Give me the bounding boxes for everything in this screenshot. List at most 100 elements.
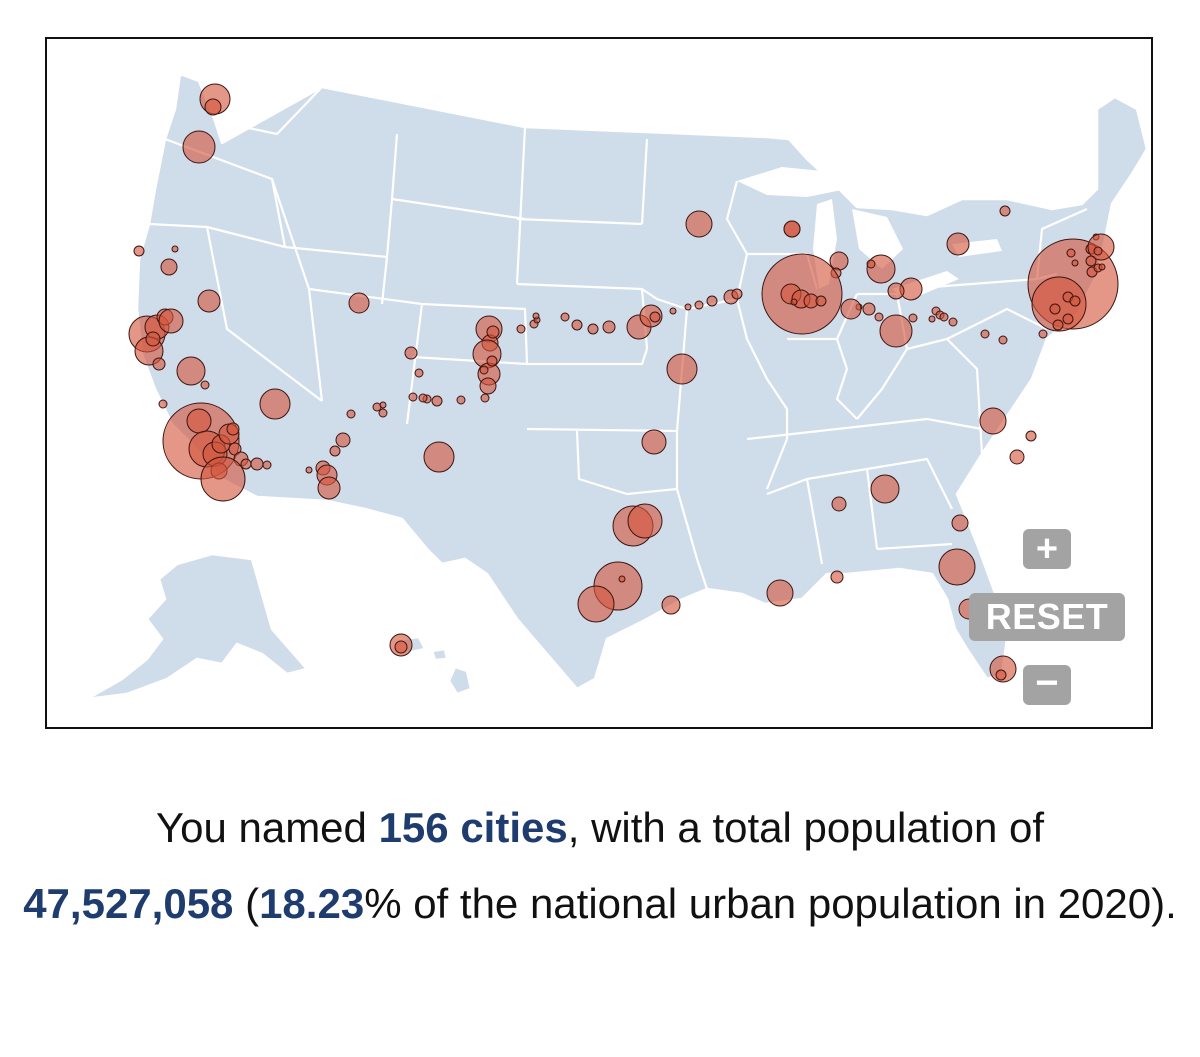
city-marker[interactable] [1009,449,1025,465]
city-marker[interactable] [1085,255,1097,267]
city-marker[interactable] [1025,430,1037,442]
city-marker[interactable] [532,312,540,320]
city-marker[interactable] [197,289,221,313]
city-marker[interactable] [418,393,428,403]
city-marker[interactable] [1049,303,1061,315]
city-marker[interactable] [684,303,692,311]
city-marker[interactable] [480,393,490,403]
city-marker[interactable] [627,503,663,539]
city-marker[interactable] [378,408,388,418]
city-marker[interactable] [641,429,667,455]
city-marker[interactable] [408,392,418,402]
city-marker[interactable] [348,292,370,314]
city-marker[interactable] [152,357,166,371]
city-marker[interactable] [379,401,387,409]
city-marker[interactable] [783,220,801,238]
city-marker[interactable] [329,445,341,457]
city-marker[interactable] [200,380,210,390]
city-marker[interactable] [840,298,862,320]
city-marker[interactable] [305,466,313,474]
city-marker[interactable] [938,548,976,586]
city-marker[interactable] [1071,259,1079,267]
city-marker[interactable] [346,409,356,419]
city-marker[interactable] [815,295,827,307]
city-marker[interactable] [1062,313,1074,325]
city-marker[interactable] [1052,319,1064,331]
city-marker[interactable] [186,408,212,434]
city-marker[interactable] [946,232,970,256]
city-marker[interactable] [694,300,704,310]
city-marker[interactable] [908,313,918,323]
city-marker[interactable] [866,259,876,269]
city-marker[interactable] [335,432,351,448]
city-marker[interactable] [486,355,498,367]
city-marker[interactable] [1098,263,1106,271]
city-marker[interactable] [160,258,178,276]
city-marker[interactable] [831,496,847,512]
city-marker[interactable] [870,474,900,504]
city-marker[interactable] [829,251,849,271]
city-marker[interactable] [731,288,743,300]
city-marker[interactable] [995,669,1007,681]
city-marker[interactable] [423,441,455,473]
city-marker[interactable] [414,368,424,378]
city-marker[interactable] [1093,246,1103,256]
city-marker[interactable] [1069,295,1081,307]
city-marker[interactable] [951,514,969,532]
city-marker[interactable] [262,460,272,470]
city-marker[interactable] [479,377,497,395]
city-marker[interactable] [980,329,990,339]
city-marker[interactable] [862,302,876,316]
city-marker[interactable] [133,245,145,257]
city-marker[interactable] [200,456,246,502]
city-marker[interactable] [456,395,466,405]
city-marker[interactable] [879,314,913,348]
city-marker[interactable] [866,254,896,284]
city-marker[interactable] [666,353,698,385]
city-marker[interactable] [182,130,216,164]
reset-zoom-button[interactable]: RESET [969,593,1125,641]
city-marker[interactable] [204,98,222,116]
city-marker[interactable] [158,308,184,334]
city-marker[interactable] [145,331,161,347]
city-marker[interactable] [948,317,958,327]
city-marker[interactable] [979,407,1007,435]
city-marker[interactable] [618,575,626,583]
city-marker[interactable] [259,388,291,420]
city-marker[interactable] [394,640,408,654]
city-marker[interactable] [766,579,794,607]
us-map[interactable] [47,39,1151,727]
city-marker[interactable] [226,422,240,436]
city-marker[interactable] [939,312,949,322]
city-marker[interactable] [571,319,583,331]
city-marker[interactable] [1038,329,1048,339]
city-marker[interactable] [790,298,798,306]
city-marker[interactable] [649,311,661,323]
city-marker[interactable] [404,346,418,360]
city-marker[interactable] [176,356,206,386]
city-marker[interactable] [587,323,599,335]
city-marker[interactable] [685,210,713,238]
city-marker[interactable] [661,595,681,615]
city-marker[interactable] [577,585,615,623]
city-marker[interactable] [431,395,443,407]
city-marker[interactable] [171,245,179,253]
city-marker[interactable] [874,312,884,322]
city-marker[interactable] [317,476,341,500]
city-marker[interactable] [240,458,252,470]
city-marker[interactable] [158,399,168,409]
city-marker[interactable] [706,295,718,307]
city-marker[interactable] [999,205,1011,217]
city-marker[interactable] [669,307,677,315]
map-frame[interactable]: + RESET − [45,37,1153,729]
city-marker[interactable] [887,282,905,300]
city-marker[interactable] [928,315,936,323]
zoom-out-button[interactable]: − [1023,663,1071,705]
city-marker[interactable] [479,365,489,375]
city-marker[interactable] [602,320,616,334]
city-marker[interactable] [998,335,1008,345]
city-marker[interactable] [486,325,500,339]
city-marker[interactable] [560,312,570,322]
city-marker[interactable] [250,457,264,471]
city-marker[interactable] [516,324,526,334]
